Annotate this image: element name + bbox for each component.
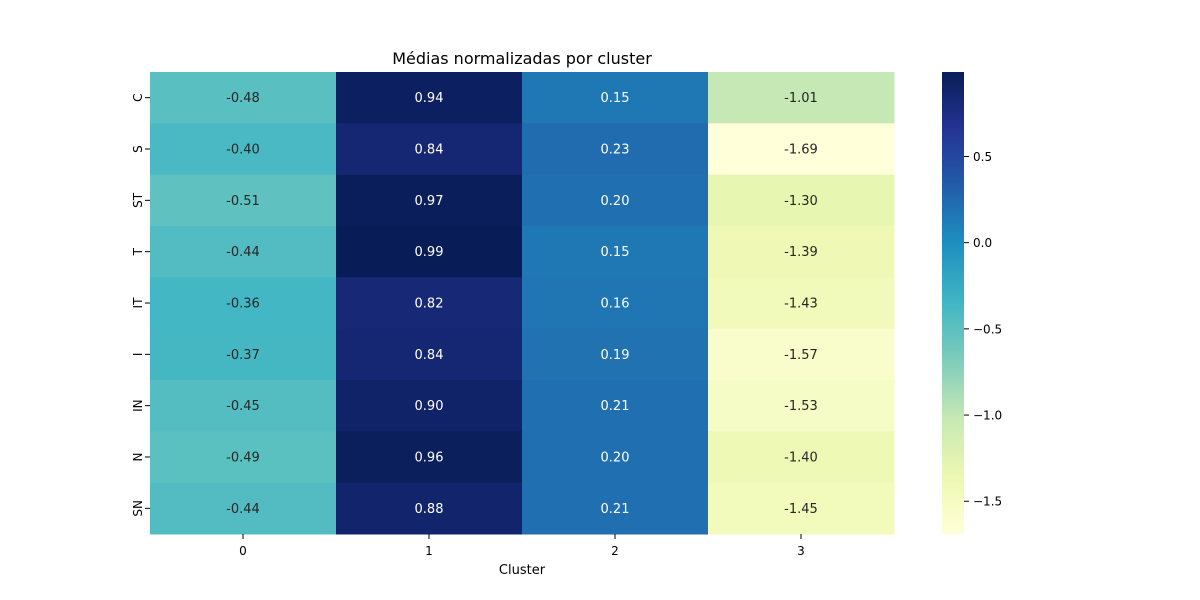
cell-value-label: 0.99 (415, 245, 444, 260)
cell-value-label: -0.40 (226, 143, 260, 158)
heatmap-cell (336, 226, 523, 278)
cell-value-label: -0.48 (226, 91, 260, 106)
cell-value-labels: -0.48 0.94 0.15 -1.01 -0.40 0.84 0.23 -1.69 -0.5… (226, 91, 818, 517)
heatmap-cell (150, 431, 337, 484)
cell-value-label: 0.96 (415, 451, 444, 466)
heatmap-cell (522, 431, 709, 484)
cell-value-label: -0.44 (226, 502, 260, 517)
heatmap-cell (150, 72, 337, 124)
cell-value-label: -1.39 (784, 245, 818, 260)
x-tick-label: 0 (239, 544, 247, 558)
heatmap-cell (522, 72, 709, 124)
heatmap-cell (708, 431, 895, 484)
heatmap-cell (150, 380, 337, 432)
cell-value-label: 0.20 (601, 451, 630, 466)
cell-value-label: 0.94 (415, 91, 444, 106)
chart-title: Médias normalizadas por cluster (392, 49, 652, 68)
y-tick-label: T (131, 247, 145, 256)
y-tick-label: C (131, 93, 145, 101)
cell-value-label: -1.01 (784, 91, 818, 106)
heatmap-cell (336, 482, 523, 535)
x-tick-label: 2 (611, 544, 619, 558)
cell-value-label: -0.37 (226, 348, 260, 363)
heatmap-cell (336, 328, 523, 381)
cell-value-label: -0.45 (226, 399, 260, 414)
colorbar-tick-label: 0.5 (973, 150, 992, 164)
cell-value-label: -1.69 (784, 143, 818, 158)
cell-value-label: 0.21 (601, 502, 630, 517)
heatmap-cell (708, 380, 895, 432)
heatmap-cell (708, 277, 895, 330)
heatmap-cell (336, 277, 523, 330)
heatmap-cell (708, 482, 895, 535)
heatmap-cell (336, 380, 523, 432)
heatmap-cell (150, 482, 337, 535)
y-tick-label: S (131, 145, 145, 153)
heatmap-cell (522, 380, 709, 432)
y-tick-label: N (131, 453, 145, 462)
cell-value-label: 0.88 (415, 502, 444, 517)
y-tick-label: IN (131, 399, 145, 412)
x-tick-label: 3 (797, 544, 805, 558)
heatmap-cell (150, 226, 337, 278)
heatmap-cell (336, 72, 523, 124)
cell-value-label: 0.20 (601, 194, 630, 209)
y-tick-label: IT (131, 297, 145, 309)
cell-value-label: -0.36 (226, 297, 260, 312)
heatmap-cell (150, 328, 337, 381)
x-axis-label: Cluster (499, 563, 546, 578)
cell-value-label: 0.16 (601, 297, 630, 312)
colorbar-tick-label: −0.5 (973, 322, 1002, 336)
heatmap-cell (522, 328, 709, 381)
colorbar-tick-label: −1.5 (973, 495, 1002, 509)
heatmap-cell (708, 72, 895, 124)
colorbar-gradient (942, 72, 964, 534)
x-axis: 0 1 2 3 (239, 534, 805, 558)
colorbar-tick-label: 0.0 (973, 236, 992, 250)
heatmap-cell (336, 123, 523, 176)
heatmap-cell (522, 123, 709, 176)
heatmap-cell (522, 226, 709, 278)
cell-value-label: 0.82 (415, 297, 444, 312)
colorbar: −1.5 −1.0 −0.5 0.0 0.5 (942, 72, 1002, 534)
heatmap-cell (708, 174, 895, 227)
cell-value-label: -1.45 (784, 502, 818, 517)
y-axis: C S ST T IT I IN N SN (131, 93, 150, 517)
heatmap-cell (708, 328, 895, 381)
cell-value-label: 0.19 (601, 348, 630, 363)
y-tick-label: ST (131, 192, 145, 208)
heatmap-cell (336, 431, 523, 484)
cell-value-label: 0.15 (601, 245, 630, 260)
heatmap-cell (708, 123, 895, 176)
heatmap-cell (522, 482, 709, 535)
cell-value-label: -0.51 (226, 194, 260, 209)
heatmap-cells (150, 72, 895, 535)
cell-value-label: -0.49 (226, 451, 260, 466)
cell-value-label: 0.97 (415, 194, 444, 209)
cell-value-label: -1.57 (784, 348, 818, 363)
cell-value-label: -1.40 (784, 451, 818, 466)
y-tick-label: SN (131, 500, 145, 517)
heatmap-cell (150, 277, 337, 330)
heatmap-cell (150, 123, 337, 176)
cell-value-label: -1.43 (784, 297, 818, 312)
x-tick-label: 1 (425, 544, 433, 558)
heatmap-cell (150, 174, 337, 227)
cell-value-label: -1.53 (784, 399, 818, 414)
cell-value-label: 0.15 (601, 91, 630, 106)
y-tick-label: I (131, 353, 145, 357)
cell-value-label: -0.44 (226, 245, 260, 260)
heatmap-cell (708, 226, 895, 278)
heatmap-cell (336, 174, 523, 227)
cell-value-label: 0.23 (601, 143, 630, 158)
cell-value-label: 0.84 (415, 143, 444, 158)
heatmap-cell (522, 174, 709, 227)
heatmap-cell (522, 277, 709, 330)
cell-value-label: 0.84 (415, 348, 444, 363)
cell-value-label: 0.21 (601, 399, 630, 414)
cell-value-label: 0.90 (415, 399, 444, 414)
cell-value-label: -1.30 (784, 194, 818, 209)
colorbar-tick-label: −1.0 (973, 409, 1002, 423)
